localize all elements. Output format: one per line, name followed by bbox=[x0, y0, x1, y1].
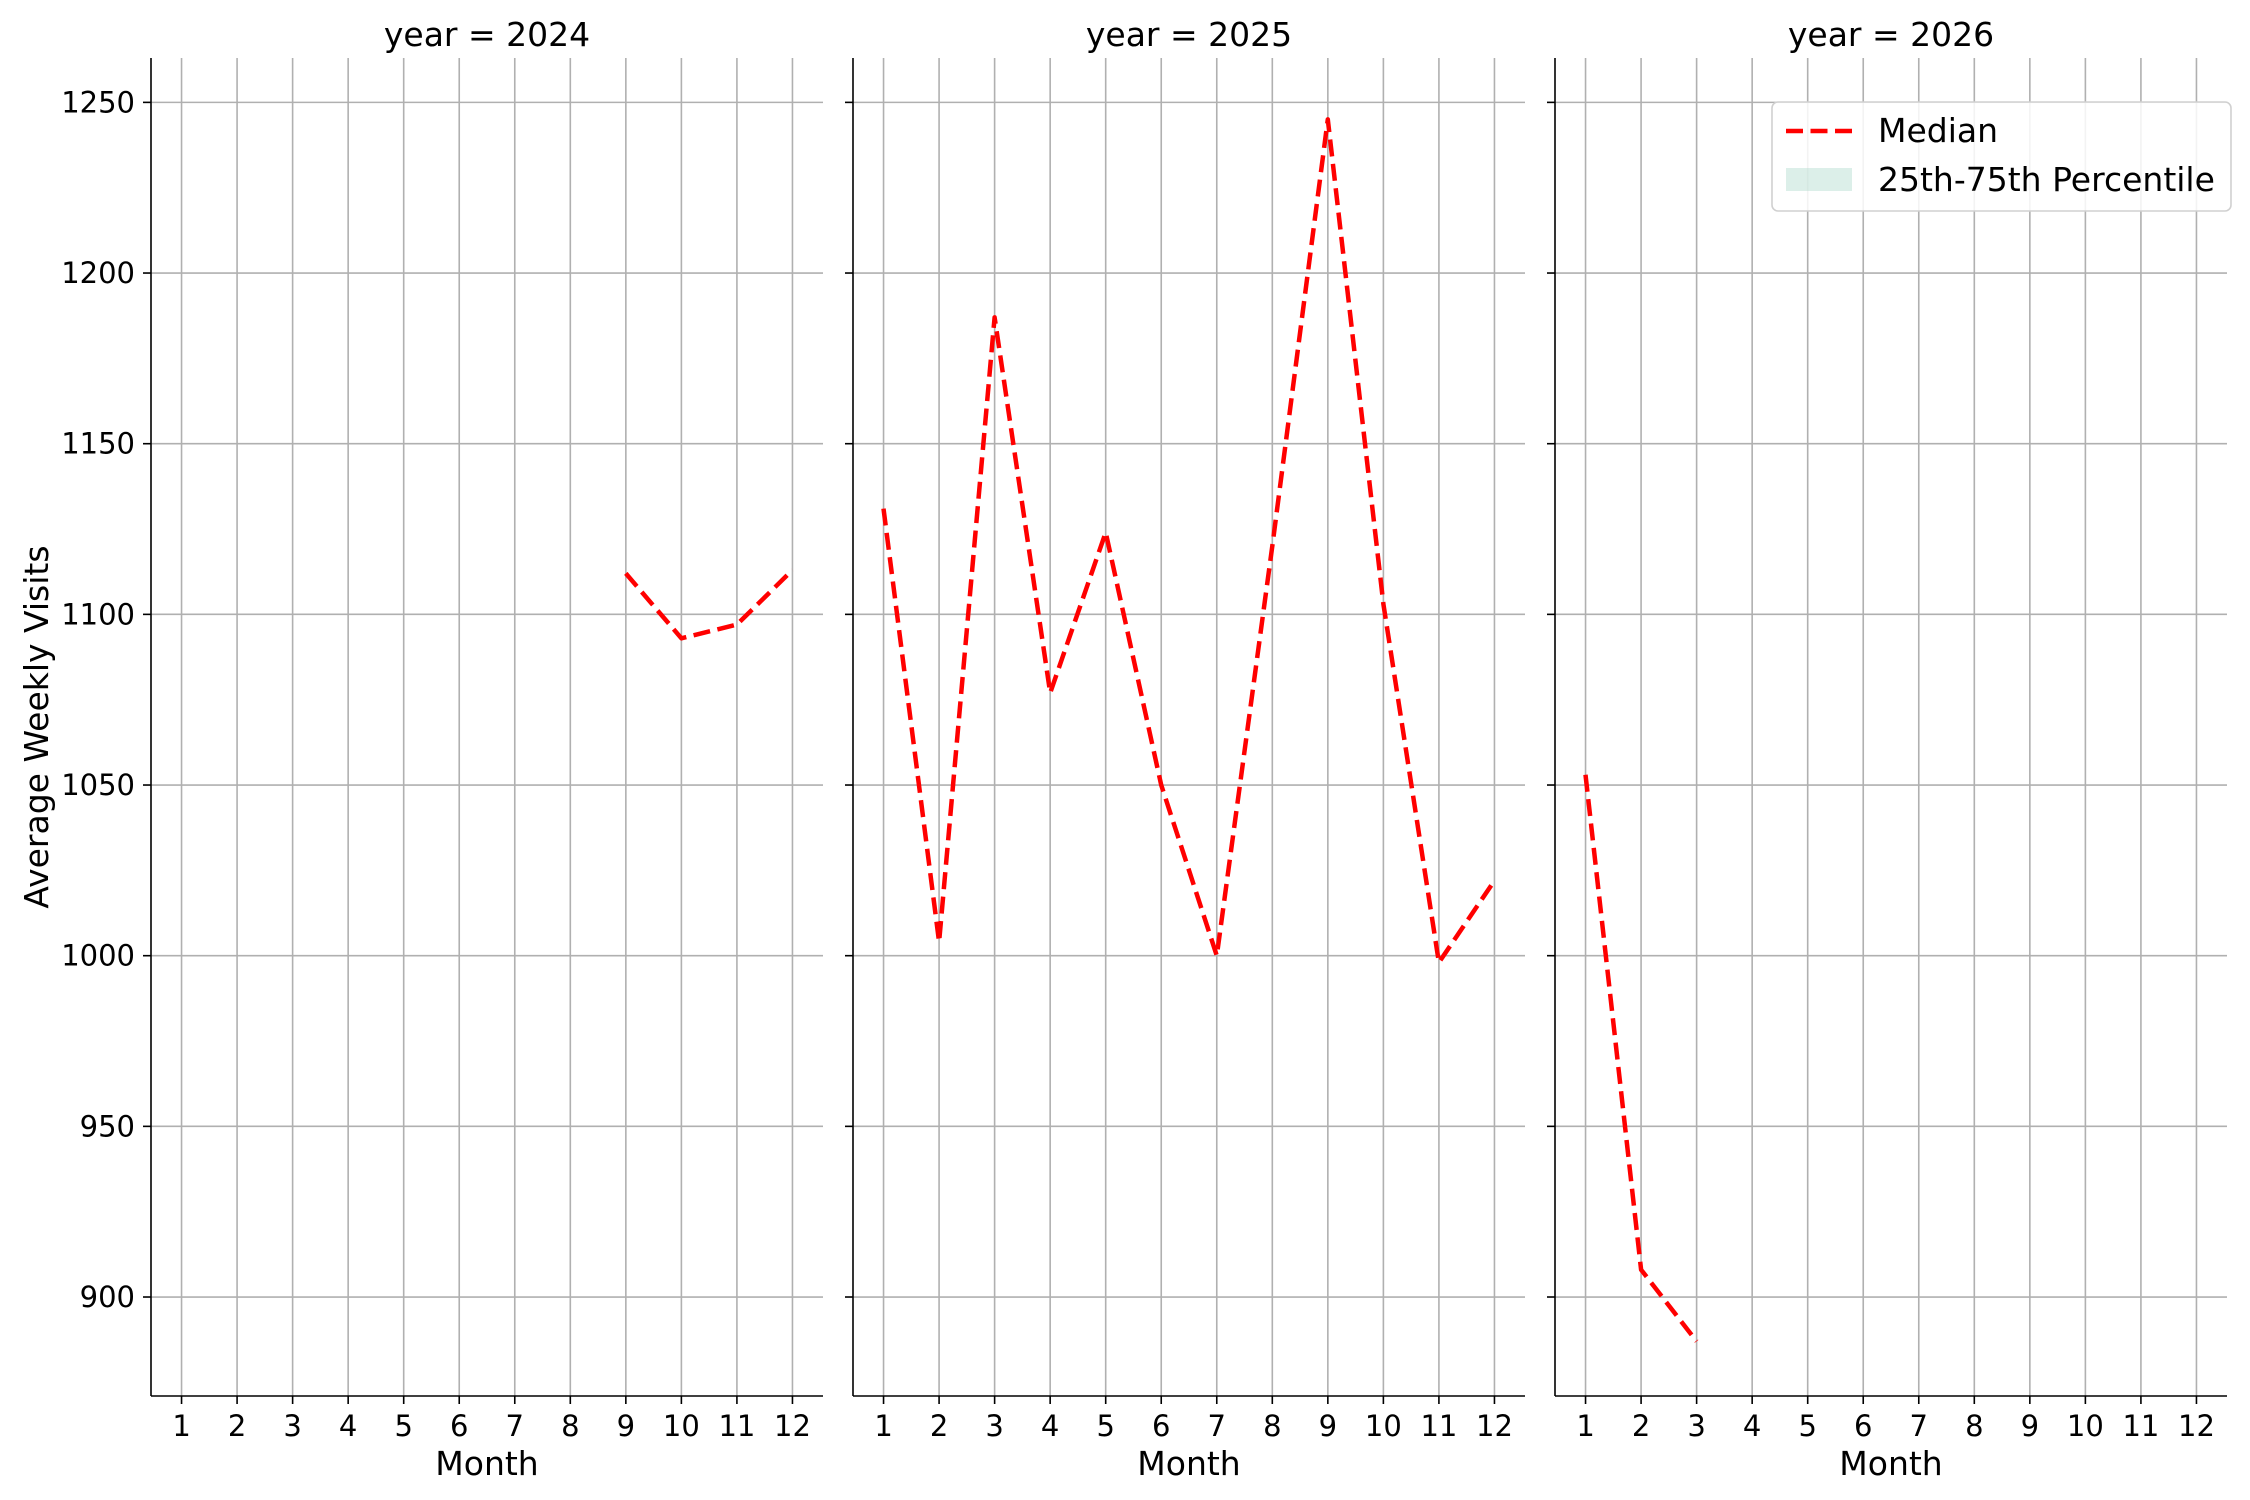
panel-title: year = 2026 bbox=[1788, 15, 1994, 54]
x-tick-label: 10 bbox=[663, 1409, 700, 1443]
y-tick-label: 1050 bbox=[61, 768, 135, 802]
x-tick-label: 9 bbox=[2021, 1409, 2039, 1443]
x-tick-label: 2 bbox=[930, 1409, 948, 1443]
x-tick-label: 7 bbox=[1910, 1409, 1928, 1443]
x-tick-label: 3 bbox=[985, 1409, 1003, 1443]
facet-panel-1: 1 2 3 4 5 6 7 8 9 10 11 129009501000105011001150120… bbox=[61, 15, 823, 1483]
x-tick-label: 1 bbox=[874, 1409, 892, 1443]
x-tick-label: 1 bbox=[172, 1409, 190, 1443]
x-tick-label: 8 bbox=[561, 1409, 579, 1443]
x-tick-label: 6 bbox=[1854, 1409, 1872, 1443]
x-tick-label: 9 bbox=[1319, 1409, 1337, 1443]
legend-median-label: Median bbox=[1878, 111, 1998, 150]
x-tick-label: 5 bbox=[1798, 1409, 1816, 1443]
y-tick-label: 900 bbox=[80, 1280, 135, 1314]
median-line bbox=[1583, 774, 1699, 1343]
x-tick-label: 4 bbox=[1041, 1409, 1059, 1443]
x-tick-label: 5 bbox=[394, 1409, 412, 1443]
x-tick-label: 10 bbox=[1365, 1409, 1402, 1443]
x-tick-label: 6 bbox=[450, 1409, 468, 1443]
median-line bbox=[881, 117, 1497, 965]
panel-title: year = 2025 bbox=[1086, 15, 1292, 54]
legend-band-swatch bbox=[1786, 168, 1852, 191]
y-tick-label: 1200 bbox=[61, 256, 135, 290]
x-tick-label: 11 bbox=[2122, 1409, 2159, 1443]
x-axis-label: Month bbox=[1137, 1444, 1240, 1483]
panel-title: year = 2024 bbox=[384, 15, 590, 54]
legend-frame bbox=[1771, 101, 2232, 212]
y-axis-label: Average Weekly Visits bbox=[17, 545, 56, 908]
x-tick-label: 12 bbox=[1476, 1409, 1513, 1443]
x-axis-label: Month bbox=[435, 1444, 538, 1483]
x-tick-label: 5 bbox=[1096, 1409, 1114, 1443]
y-tick-label: 1150 bbox=[61, 427, 135, 461]
median-line bbox=[624, 568, 795, 641]
x-tick-label: 9 bbox=[617, 1409, 635, 1443]
x-tick-label: 7 bbox=[506, 1409, 524, 1443]
x-tick-label: 4 bbox=[1743, 1409, 1761, 1443]
x-tick-label: 2 bbox=[228, 1409, 246, 1443]
x-tick-label: 12 bbox=[774, 1409, 811, 1443]
y-tick-label: 1000 bbox=[61, 939, 135, 973]
x-axis-label: Month bbox=[1839, 1444, 1942, 1483]
y-tick-label: 1100 bbox=[61, 597, 135, 631]
x-tick-label: 10 bbox=[2067, 1409, 2104, 1443]
x-tick-label: 3 bbox=[283, 1409, 301, 1443]
x-tick-label: 4 bbox=[339, 1409, 357, 1443]
y-tick-label: 950 bbox=[80, 1109, 135, 1143]
x-tick-label: 6 bbox=[1152, 1409, 1170, 1443]
legend: Median 25th-75th Percentile bbox=[1771, 101, 2232, 212]
x-tick-label: 8 bbox=[1263, 1409, 1281, 1443]
x-tick-label: 1 bbox=[1576, 1409, 1594, 1443]
x-tick-label: 12 bbox=[2178, 1409, 2215, 1443]
x-tick-label: 8 bbox=[1965, 1409, 1983, 1443]
x-tick-label: 7 bbox=[1208, 1409, 1226, 1443]
x-tick-label: 3 bbox=[1687, 1409, 1705, 1443]
x-tick-label: 11 bbox=[718, 1409, 755, 1443]
x-tick-label: 2 bbox=[1632, 1409, 1650, 1443]
y-tick-label: 1250 bbox=[61, 85, 135, 119]
x-tick-label: 11 bbox=[1420, 1409, 1457, 1443]
legend-band-label: 25th-75th Percentile bbox=[1878, 160, 2215, 199]
